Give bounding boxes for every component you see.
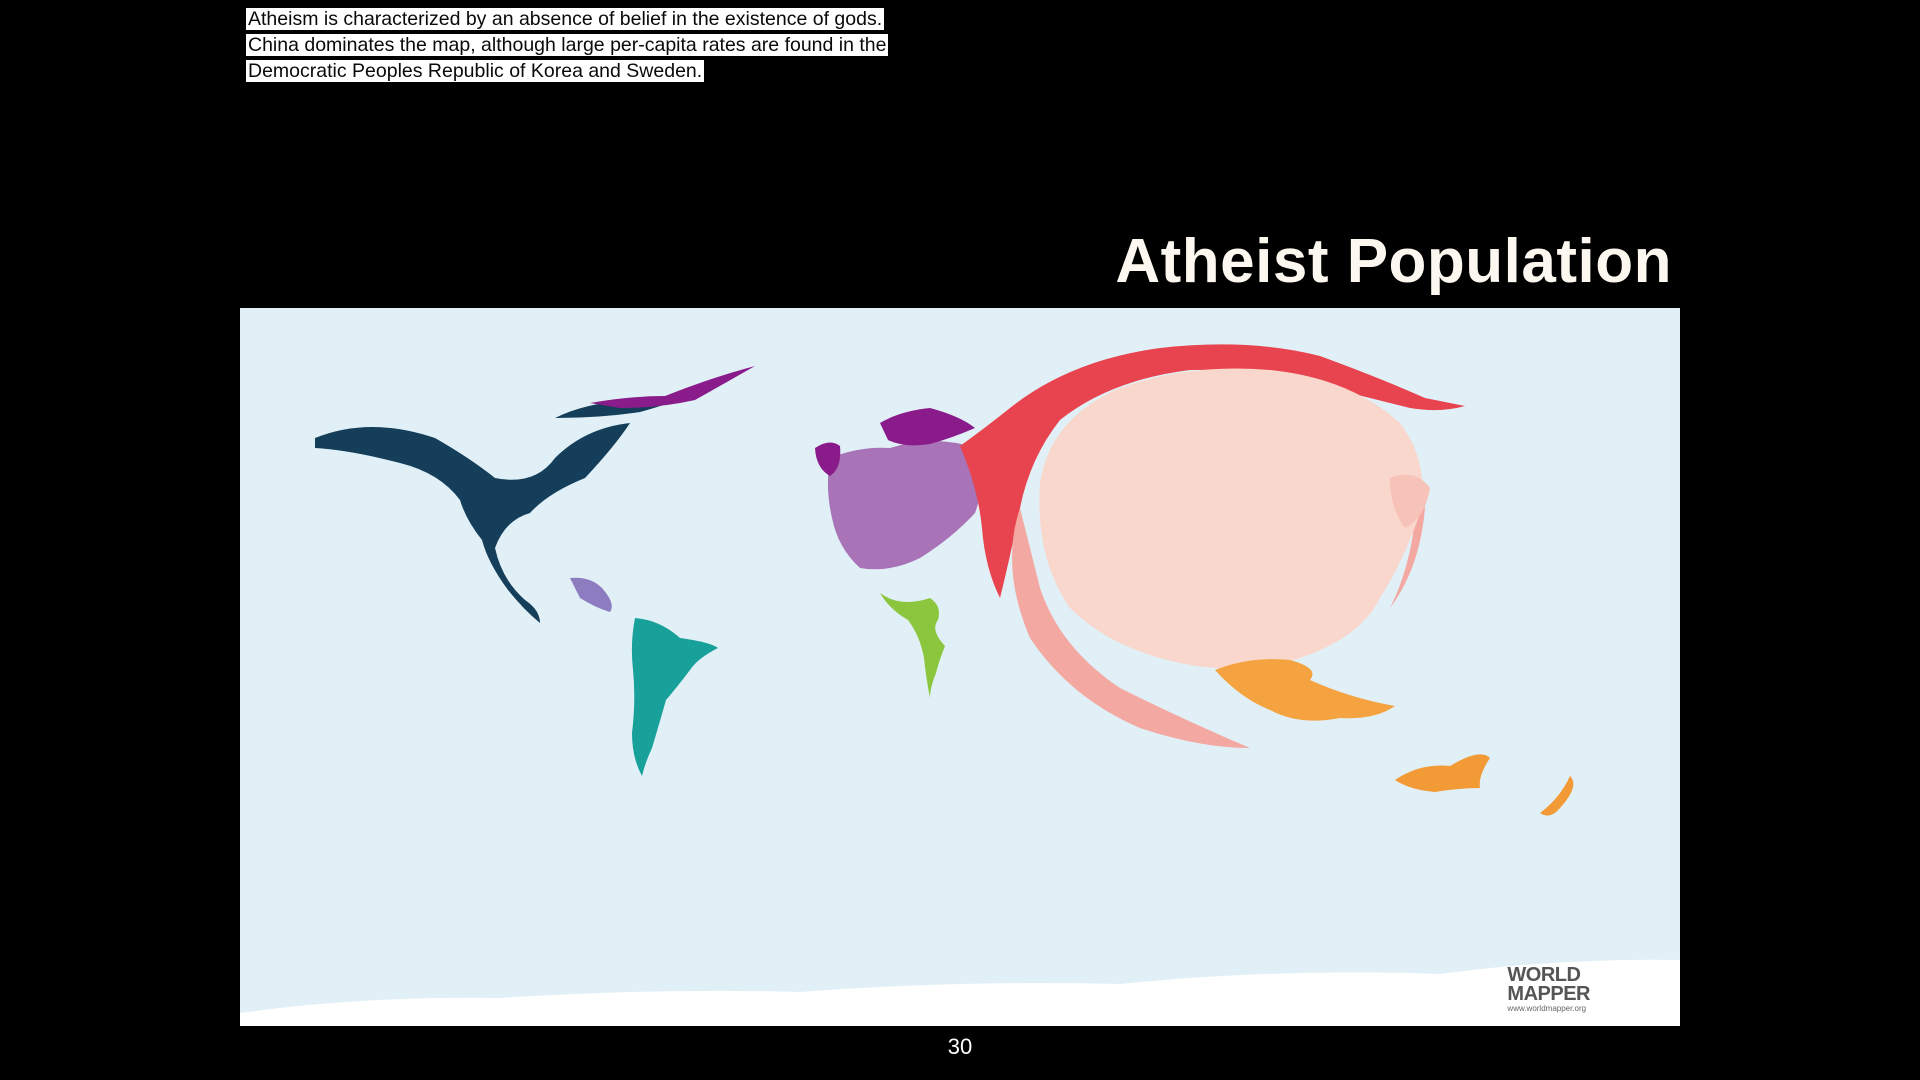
map-svg: [240, 344, 1680, 1026]
slide-title: Atheist Population: [1115, 227, 1672, 296]
region-new-zealand: [1540, 776, 1574, 816]
region-antarctica: [240, 959, 1680, 1026]
region-central-america: [570, 577, 612, 612]
cartogram-map: WORLD MAPPER www.worldmapper.org: [240, 308, 1680, 1026]
region-western-europe: [827, 441, 982, 570]
caption: Atheism is characterized by an absence o…: [246, 6, 1006, 84]
region-africa: [880, 593, 945, 698]
region-scandinavia: [815, 408, 975, 476]
logo-line-1: WORLD: [1507, 964, 1581, 986]
caption-line-3: Democratic Peoples Republic of Korea and…: [246, 60, 705, 82]
region-north-america: [315, 386, 715, 623]
region-china: [1039, 368, 1423, 669]
region-australia: [1395, 754, 1490, 792]
logo-line-2: MAPPER: [1507, 983, 1590, 1005]
page-number: 30: [947, 1034, 973, 1059]
region-south-america: [631, 618, 718, 776]
caption-line-2: China dominates the map, although large …: [246, 34, 889, 56]
caption-line-1: Atheism is characterized by an absence o…: [246, 8, 885, 30]
region-southeast-asia: [1215, 659, 1395, 721]
region-japan: [1390, 474, 1430, 528]
region-greenland: [590, 366, 755, 408]
logo-url: www.worldmapper.org: [1507, 1004, 1587, 1013]
worldmapper-logo: WORLD MAPPER www.worldmapper.org: [1507, 964, 1590, 1014]
